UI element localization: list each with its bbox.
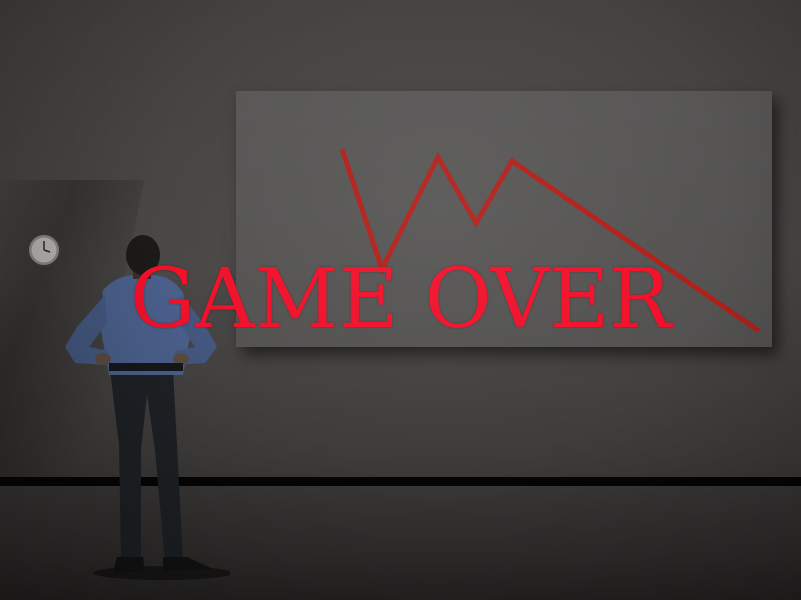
falling-trend-graphic xyxy=(339,148,761,334)
chart-board xyxy=(236,91,772,347)
wall-clock-icon xyxy=(27,233,61,267)
trend-line xyxy=(339,148,761,334)
game-over-title: GAME OVER xyxy=(129,252,672,347)
floor-baseboard xyxy=(0,477,801,486)
businessman-silhouette xyxy=(65,235,230,580)
